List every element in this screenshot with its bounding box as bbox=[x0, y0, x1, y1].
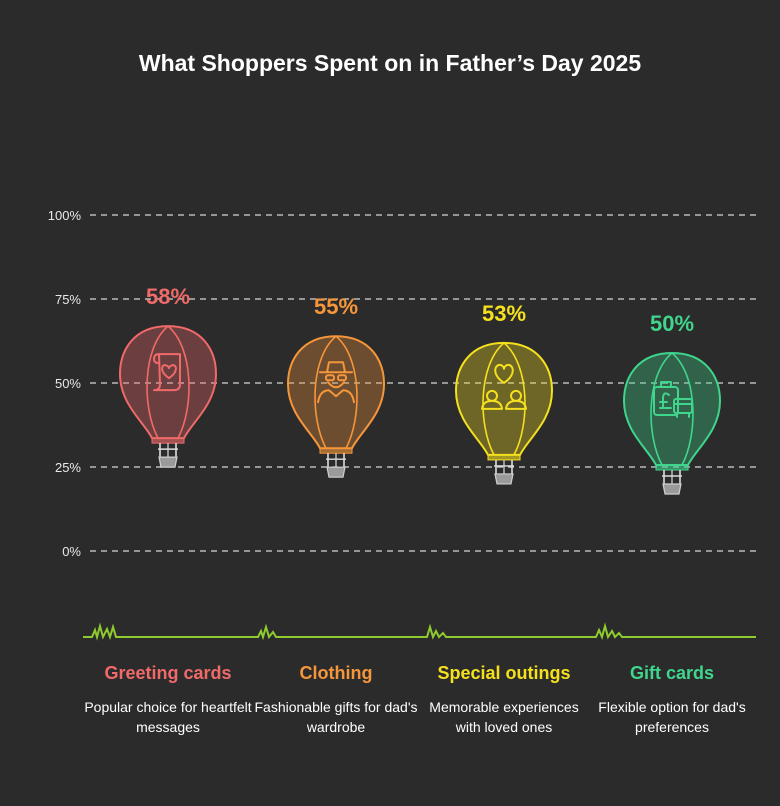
category-description: Flexible option for dad's preferences bbox=[598, 699, 746, 735]
category-description: Memorable experiences with loved ones bbox=[429, 699, 579, 735]
man-disguise-icon bbox=[317, 361, 355, 404]
ground-line bbox=[83, 622, 756, 641]
grid: 100% 75% 50% 25% 0% bbox=[48, 208, 757, 559]
balloon-mark bbox=[118, 325, 218, 468]
balloon-envelope bbox=[286, 335, 386, 450]
scroll-heart-icon bbox=[153, 353, 181, 392]
y-tick-label: 100% bbox=[48, 208, 82, 223]
y-tick-label: 25% bbox=[55, 460, 81, 475]
balloon-mark bbox=[286, 335, 386, 478]
balloons: 58% 55% 53% 50% bbox=[118, 284, 722, 495]
basket bbox=[662, 483, 682, 495]
value-label: 58% bbox=[146, 284, 190, 309]
category-description: Fashionable gifts for dad's wardrobe bbox=[254, 699, 418, 735]
basket bbox=[158, 456, 178, 468]
balloon-mark bbox=[454, 341, 554, 485]
category-label-gift-cards: Gift cards bbox=[629, 663, 715, 683]
basket bbox=[326, 466, 346, 478]
y-tick-label: 75% bbox=[55, 292, 81, 307]
category-description: Popular choice for heartfelt messages bbox=[84, 699, 252, 735]
category-label-clothing: Clothing bbox=[299, 663, 373, 683]
value-label: 53% bbox=[482, 301, 526, 326]
couple-heart-icon bbox=[481, 363, 527, 410]
chart-title: What Shoppers Spent on in Father’s Day 2… bbox=[138, 50, 642, 76]
value-label: 55% bbox=[314, 294, 358, 319]
balloon-envelope bbox=[622, 351, 722, 466]
value-label: 50% bbox=[650, 311, 694, 336]
category-label-greeting-cards: Greeting cards bbox=[104, 663, 232, 683]
balloon-envelope bbox=[454, 341, 554, 456]
y-tick-label: 50% bbox=[55, 376, 81, 391]
suitcase-pound-icon bbox=[653, 381, 693, 418]
y-tick-label: 0% bbox=[62, 544, 81, 559]
category-label-special-outings: Special outings bbox=[437, 663, 571, 683]
balloon-envelope bbox=[118, 325, 218, 440]
basket bbox=[494, 473, 514, 485]
balloon-mark bbox=[622, 351, 722, 495]
